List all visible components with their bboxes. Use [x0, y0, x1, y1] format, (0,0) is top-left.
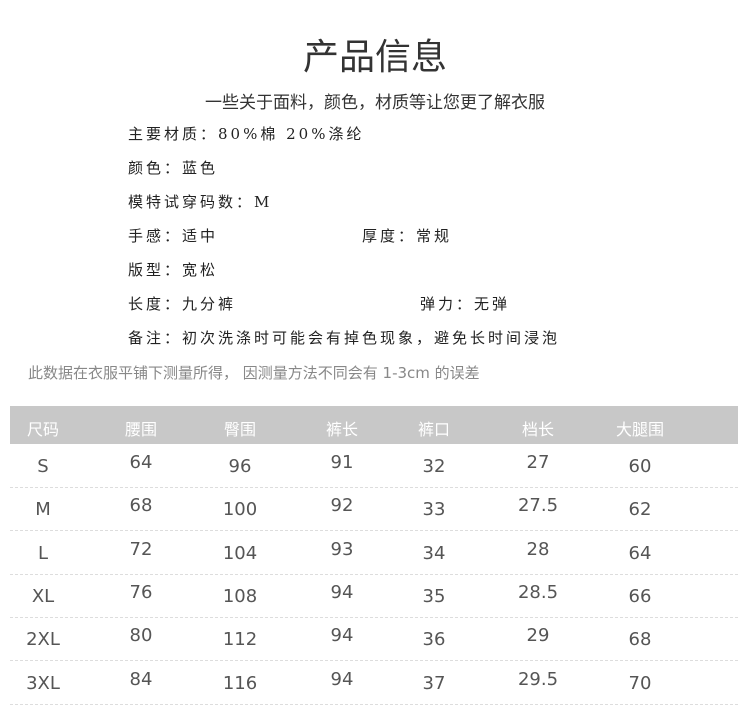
table-cell: 27.5: [517, 495, 559, 517]
table-cell: 94: [330, 625, 354, 647]
table-cell: M: [35, 499, 51, 521]
column-header: 大腿围: [615, 420, 665, 439]
table-cell: 72: [129, 538, 153, 560]
table-cell: 64: [129, 452, 153, 473]
table-cell: 27: [526, 452, 550, 473]
table-cell: 68: [129, 495, 153, 517]
info-color: 颜色：蓝色: [128, 159, 219, 177]
table-cell: 29: [526, 625, 550, 647]
table-cell: 66: [628, 585, 652, 607]
table-cell: 35: [422, 585, 446, 607]
info-elasticity: 弹力：无弹: [420, 295, 511, 313]
table-cell: 94: [330, 668, 354, 690]
table-cell: 96: [228, 456, 252, 477]
table-cell: 2XL: [26, 629, 60, 651]
table-cell: 28.5: [517, 581, 559, 603]
table-cell: 100: [222, 499, 258, 521]
page-title: 产品信息: [302, 37, 447, 78]
info-thickness: 厚度：常规: [362, 227, 453, 245]
table-cell: 3XL: [26, 672, 60, 694]
info-feel: 手感：适中: [128, 227, 219, 245]
table-cell: 84: [129, 668, 153, 690]
table-cell: 36: [422, 629, 446, 651]
table-row: L 72 104 93 34 28 64: [10, 531, 738, 575]
table-row: S 64 96 91 32 27 60: [10, 444, 738, 488]
info-remark: 备注：初次洗涤时可能会有掉色现象，避免长时间浸泡: [128, 329, 561, 347]
table-cell: 91: [330, 452, 354, 473]
table-cell: 93: [330, 538, 354, 560]
info-material: 主要材质：80%棉 20%涤纶: [128, 125, 365, 143]
table-cell: 70: [628, 672, 652, 694]
table-cell: 116: [222, 672, 258, 694]
table-row: M 68 100 92 33 27.5 62: [10, 487, 738, 532]
column-header: 裤长: [325, 420, 359, 439]
table-cell: 29.5: [517, 668, 559, 690]
column-header: 臀围: [223, 420, 257, 439]
table-cell: 33: [422, 499, 446, 521]
table-cell: 104: [222, 542, 258, 564]
measurement-note: 此数据在衣服平铺下测量所得， 因测量方法不同会有 1-3cm 的误差: [28, 364, 480, 382]
info-length: 长度：九分裤: [128, 295, 237, 313]
table-cell: 92: [330, 495, 354, 517]
table-cell: 60: [628, 456, 652, 477]
info-fit: 版型：宽松: [128, 261, 219, 279]
table-cell: 80: [129, 625, 153, 647]
subtitle: 一些关于面料，颜色，材质等让您更了解衣服: [205, 93, 545, 113]
column-header: 裤口: [417, 420, 451, 439]
info-model-size: 模特试穿码数：M: [128, 193, 273, 211]
size-table-header: 尺码 腰围 臀围 裤长 裤口 档长 大腿围: [10, 406, 738, 444]
table-row: 3XL 84 116 94 37 29.5 70: [10, 661, 738, 705]
table-cell: 112: [222, 629, 258, 651]
column-header: 腰围: [124, 420, 158, 439]
table-cell: 68: [628, 629, 652, 651]
table-cell: 94: [330, 581, 354, 603]
table-cell: 34: [422, 542, 446, 564]
table-cell: L: [37, 542, 49, 564]
table-row: XL 76 108 94 35 28.5 66: [10, 574, 738, 618]
table-cell: 108: [222, 585, 258, 607]
table-cell: 62: [628, 499, 652, 521]
table-cell: 76: [129, 581, 153, 603]
table-row: 2XL 80 112 94 36 29 68: [10, 617, 738, 662]
column-header: 尺码: [26, 420, 60, 439]
table-cell: 64: [628, 542, 652, 564]
column-header: 档长: [521, 420, 555, 439]
table-cell: 28: [526, 538, 550, 560]
table-cell: XL: [31, 585, 55, 607]
table-cell: 37: [422, 672, 446, 694]
table-cell: 32: [422, 456, 446, 477]
table-cell: S: [37, 456, 49, 477]
